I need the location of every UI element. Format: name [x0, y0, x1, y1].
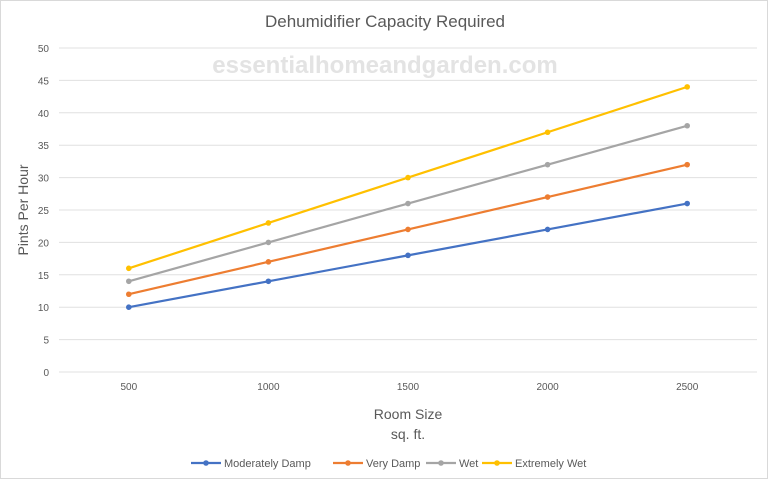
data-point — [265, 278, 272, 285]
legend-marker — [494, 460, 500, 466]
legend-item: Extremely Wet — [482, 458, 586, 470]
series-wet — [126, 122, 690, 285]
legend-marker — [203, 460, 209, 466]
x-tick-label: 2500 — [676, 382, 699, 393]
data-point — [126, 291, 132, 298]
legend-marker — [345, 460, 351, 466]
y-tick-label: 5 — [43, 336, 49, 347]
data-point — [265, 259, 272, 265]
series-extremely-wet — [126, 84, 690, 272]
data-point — [544, 194, 551, 200]
series-very-damp — [126, 161, 690, 298]
y-tick-label: 35 — [38, 141, 50, 152]
x-tick-label: 1000 — [257, 382, 280, 393]
data-point — [126, 278, 132, 285]
chart-title: Dehumidifier Capacity Required — [265, 12, 505, 31]
legend-item: Very Damp — [333, 458, 420, 470]
legend-label: Moderately Damp — [224, 458, 311, 470]
x-axis-label: Room Size — [374, 406, 443, 422]
data-point — [544, 129, 551, 136]
watermark: essentialhomeandgarden.com — [212, 52, 557, 79]
legend: Moderately Damp Very Damp Wet Extremely Wet — [191, 458, 586, 470]
x-tick-label: 2000 — [536, 382, 559, 393]
data-point — [684, 122, 690, 129]
legend-item: Moderately Damp — [191, 458, 311, 470]
legend-label: Extremely Wet — [515, 458, 586, 470]
y-tick-label: 15 — [38, 271, 50, 282]
data-point — [405, 174, 411, 181]
y-tick-label: 25 — [38, 206, 50, 217]
data-point — [405, 200, 411, 207]
legend-item: Wet — [426, 458, 478, 470]
y-tick-label: 10 — [38, 303, 50, 314]
y-axis-label: Pints Per Hour — [15, 164, 31, 255]
data-point — [684, 161, 690, 168]
data-point — [126, 304, 132, 311]
data-point — [265, 220, 272, 226]
x-tick-label: 1500 — [397, 382, 420, 393]
data-point — [544, 226, 551, 233]
data-point — [684, 84, 690, 90]
y-tick-label: 30 — [38, 174, 50, 185]
y-tick-label: 45 — [38, 76, 50, 87]
x-tick-label: 500 — [120, 382, 137, 393]
y-tick-label: 40 — [38, 109, 50, 120]
y-tick-label: 0 — [43, 368, 49, 379]
legend-label: Wet — [459, 458, 478, 470]
y-tick-label: 50 — [38, 44, 50, 55]
data-point — [544, 161, 551, 168]
legend-label: Very Damp — [366, 458, 420, 470]
data-point — [405, 226, 411, 233]
series-moderately-damp — [126, 200, 690, 311]
data-point — [126, 265, 132, 272]
y-tick-label: 20 — [38, 238, 50, 249]
data-point — [405, 252, 411, 259]
legend-marker — [438, 460, 444, 466]
x-axis-sublabel: sq. ft. — [391, 426, 425, 442]
data-point — [265, 239, 272, 246]
data-point — [684, 200, 690, 207]
